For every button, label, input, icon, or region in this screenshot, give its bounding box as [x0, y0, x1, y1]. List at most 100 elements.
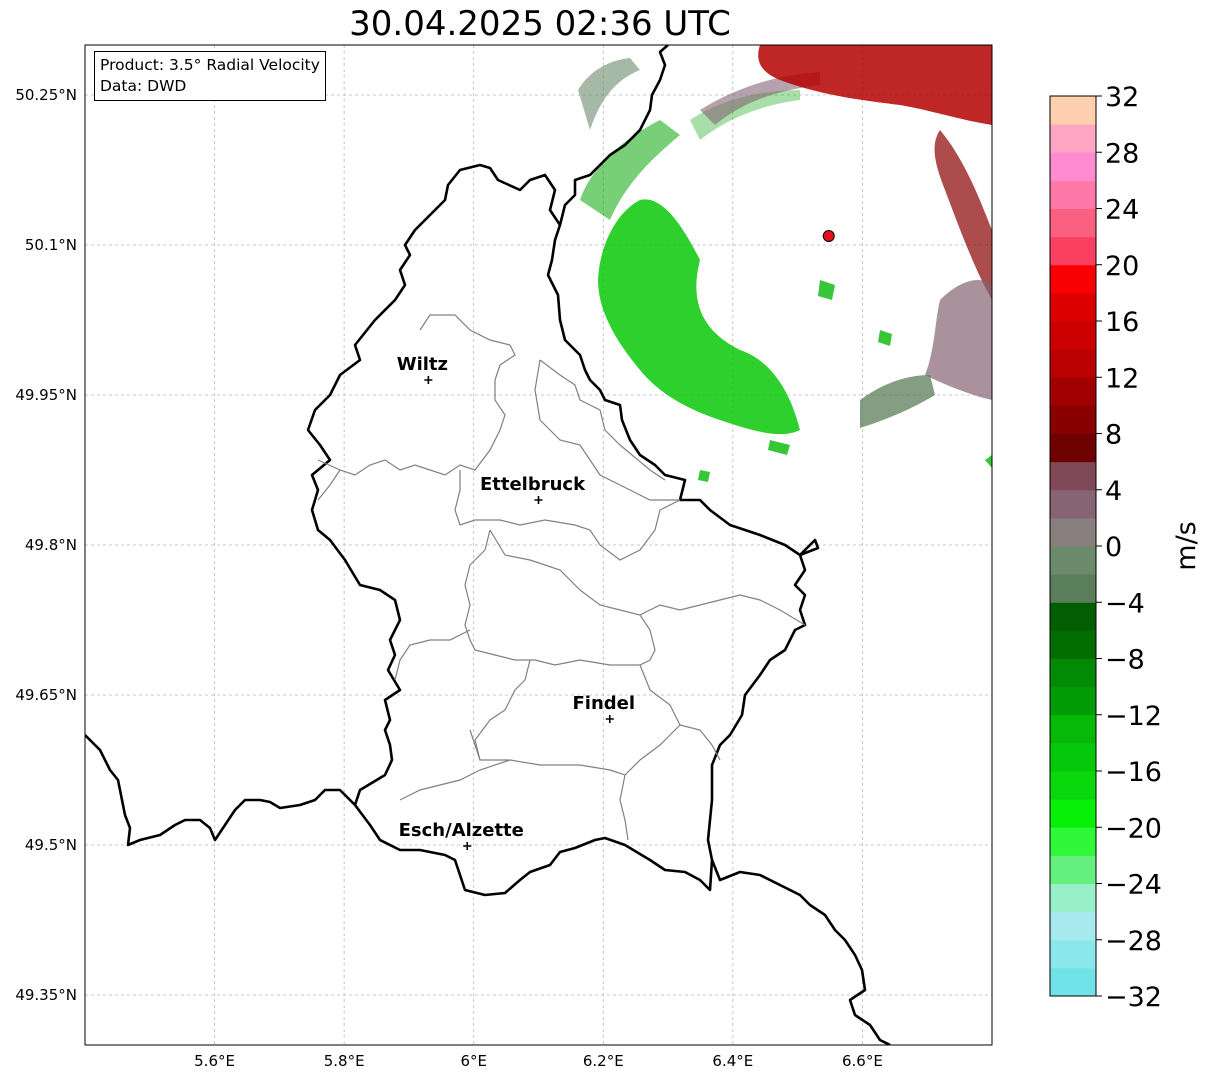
- colorbar-segment: [1050, 714, 1096, 744]
- echo-green-sparse-1: [580, 120, 680, 220]
- colorbar-segment: [1050, 911, 1096, 941]
- border-germany-east: [710, 859, 891, 1045]
- colorbar-segment: [1050, 827, 1096, 856]
- canton-vianden: [539, 359, 666, 481]
- velocity-echoes: [578, 45, 992, 482]
- colorbar-segment: [1050, 602, 1096, 631]
- city-esch-alzette: Esch/Alzette: [399, 820, 524, 850]
- colorbar-tick-label: −16: [1105, 757, 1162, 788]
- colorbar-segment: [1050, 967, 1096, 997]
- city-markers: Wiltz Ettelbruck Findel Esch/Alzette: [397, 230, 835, 850]
- canton-mersch: [464, 529, 656, 666]
- colorbar-tick-label: 0: [1105, 532, 1122, 563]
- radar-site-marker: [822, 230, 835, 242]
- city-label: Ettelbruck: [480, 474, 586, 495]
- colorbar-tick-label: −24: [1105, 870, 1162, 901]
- colorbar-tick-label: −20: [1105, 813, 1162, 844]
- colorbar-segment: [1050, 517, 1096, 547]
- echo-gray-southeast: [860, 375, 935, 428]
- colorbar-segment: [1050, 208, 1096, 238]
- echo-red-east: [934, 130, 992, 300]
- colorbar-tick-label: −8: [1105, 645, 1145, 676]
- product-info-box: Product: 3.5° Radial Velocity Data: DWD: [94, 51, 326, 101]
- map-title: 30.04.2025 02:36 UTC: [349, 4, 731, 44]
- colorbar-segment: [1050, 686, 1096, 716]
- canton-wiltz-east: [317, 469, 341, 501]
- colorbar-segment: [1050, 124, 1096, 153]
- city-label: Esch/Alzette: [399, 820, 524, 841]
- lat-tick-label: 50.1°N: [25, 236, 77, 254]
- city-ettelbruck: Ettelbruck: [480, 474, 586, 504]
- canton-borders: [317, 314, 806, 841]
- colorbar-tick-label: 28: [1105, 138, 1139, 169]
- map-area[interactable]: Wiltz Ettelbruck Findel Esch/Alzette: [85, 45, 992, 1045]
- border-germany-north: [558, 45, 669, 226]
- echo-green-band: [598, 199, 800, 435]
- colorbar-segment: [1050, 405, 1096, 434]
- colorbar-segment: [1050, 489, 1096, 519]
- map-frame: [84, 44, 993, 1046]
- lon-tick-label: 6.2°E: [583, 1052, 624, 1070]
- colorbar-segment: [1050, 799, 1096, 828]
- echo-red-north: [758, 45, 992, 125]
- echo-green-sparse-2: [690, 90, 800, 140]
- colorbar-tick-label: −28: [1105, 926, 1162, 957]
- city-marker-icon: [424, 376, 433, 384]
- colorbar-segment: [1050, 855, 1096, 884]
- colorbar-segment: [1050, 771, 1096, 800]
- canton-grevenmacher: [639, 594, 806, 626]
- colorbar-segment: [1050, 939, 1096, 969]
- colorbar-segment: [1050, 96, 1096, 125]
- colorbar-tick-label: −32: [1105, 982, 1162, 1013]
- canton-redange: [454, 470, 681, 561]
- colorbar-segment: [1050, 433, 1096, 463]
- colorbar-tick-label: 32: [1105, 82, 1139, 113]
- colorbar-segment: [1050, 546, 1096, 575]
- lat-tick-label: 49.95°N: [15, 386, 77, 404]
- colorbar-segment: [1050, 742, 1096, 772]
- colorbar-segment: [1050, 883, 1096, 913]
- border-luxembourg: [306, 163, 820, 897]
- colorbar-tick-label: 12: [1105, 363, 1139, 394]
- data-source-line: Data: DWD: [100, 77, 187, 95]
- colorbar-tick-label: 20: [1105, 251, 1139, 282]
- lat-tick-label: 49.5°N: [25, 836, 77, 854]
- colorbar-segment: [1050, 461, 1096, 491]
- colorbar-segment: [1050, 180, 1096, 209]
- echo-gray-west: [578, 58, 640, 130]
- colorbar-tick-label: −12: [1105, 701, 1162, 732]
- canton-esch: [399, 729, 629, 841]
- lat-tick-label: 49.35°N: [15, 986, 77, 1004]
- colorbar-segment: [1050, 292, 1096, 322]
- colorbar-segment: [1050, 264, 1096, 294]
- lon-tick-label: 5.8°E: [324, 1052, 365, 1070]
- city-label: Findel: [572, 693, 635, 714]
- city-wiltz: Wiltz: [397, 354, 448, 384]
- colorbar-tick-label: 24: [1105, 195, 1139, 226]
- echo-gray-north: [700, 72, 820, 125]
- canton-capellen: [394, 629, 471, 681]
- city-findel: Findel: [572, 693, 635, 723]
- canton-clervaux-wiltz: [317, 314, 516, 476]
- colorbar-segment: [1050, 349, 1096, 378]
- city-marker-icon: [463, 842, 472, 850]
- colorbar-segment: [1050, 630, 1096, 659]
- lon-tick-label: 6°E: [460, 1052, 487, 1070]
- colorbar-tick-label: 8: [1105, 420, 1122, 451]
- colorbar-segment: [1050, 658, 1096, 688]
- echo-mauve-east: [925, 280, 992, 400]
- colorbar: 32 28 24 20 16 12 8 4 0 −4 −8 −12 −16 −20 −24 −28 −32 m/s: [1049, 82, 1202, 1013]
- product-line: Product: 3.5° Radial Velocity: [100, 56, 320, 74]
- border-france-belgium-west: [85, 734, 356, 847]
- colorbar-segment: [1050, 152, 1096, 181]
- lon-tick-label: 6.4°E: [712, 1052, 753, 1070]
- canton-diekirch: [534, 359, 680, 501]
- colorbar-segment: [1050, 236, 1096, 266]
- colorbar-unit-label: m/s: [1171, 521, 1202, 570]
- colorbar-segment: [1050, 321, 1096, 350]
- colorbar-tick-label: 4: [1105, 476, 1122, 507]
- city-marker-icon: [534, 496, 543, 504]
- colorbar-tick-label: 16: [1105, 307, 1139, 338]
- country-borders: [85, 45, 891, 1045]
